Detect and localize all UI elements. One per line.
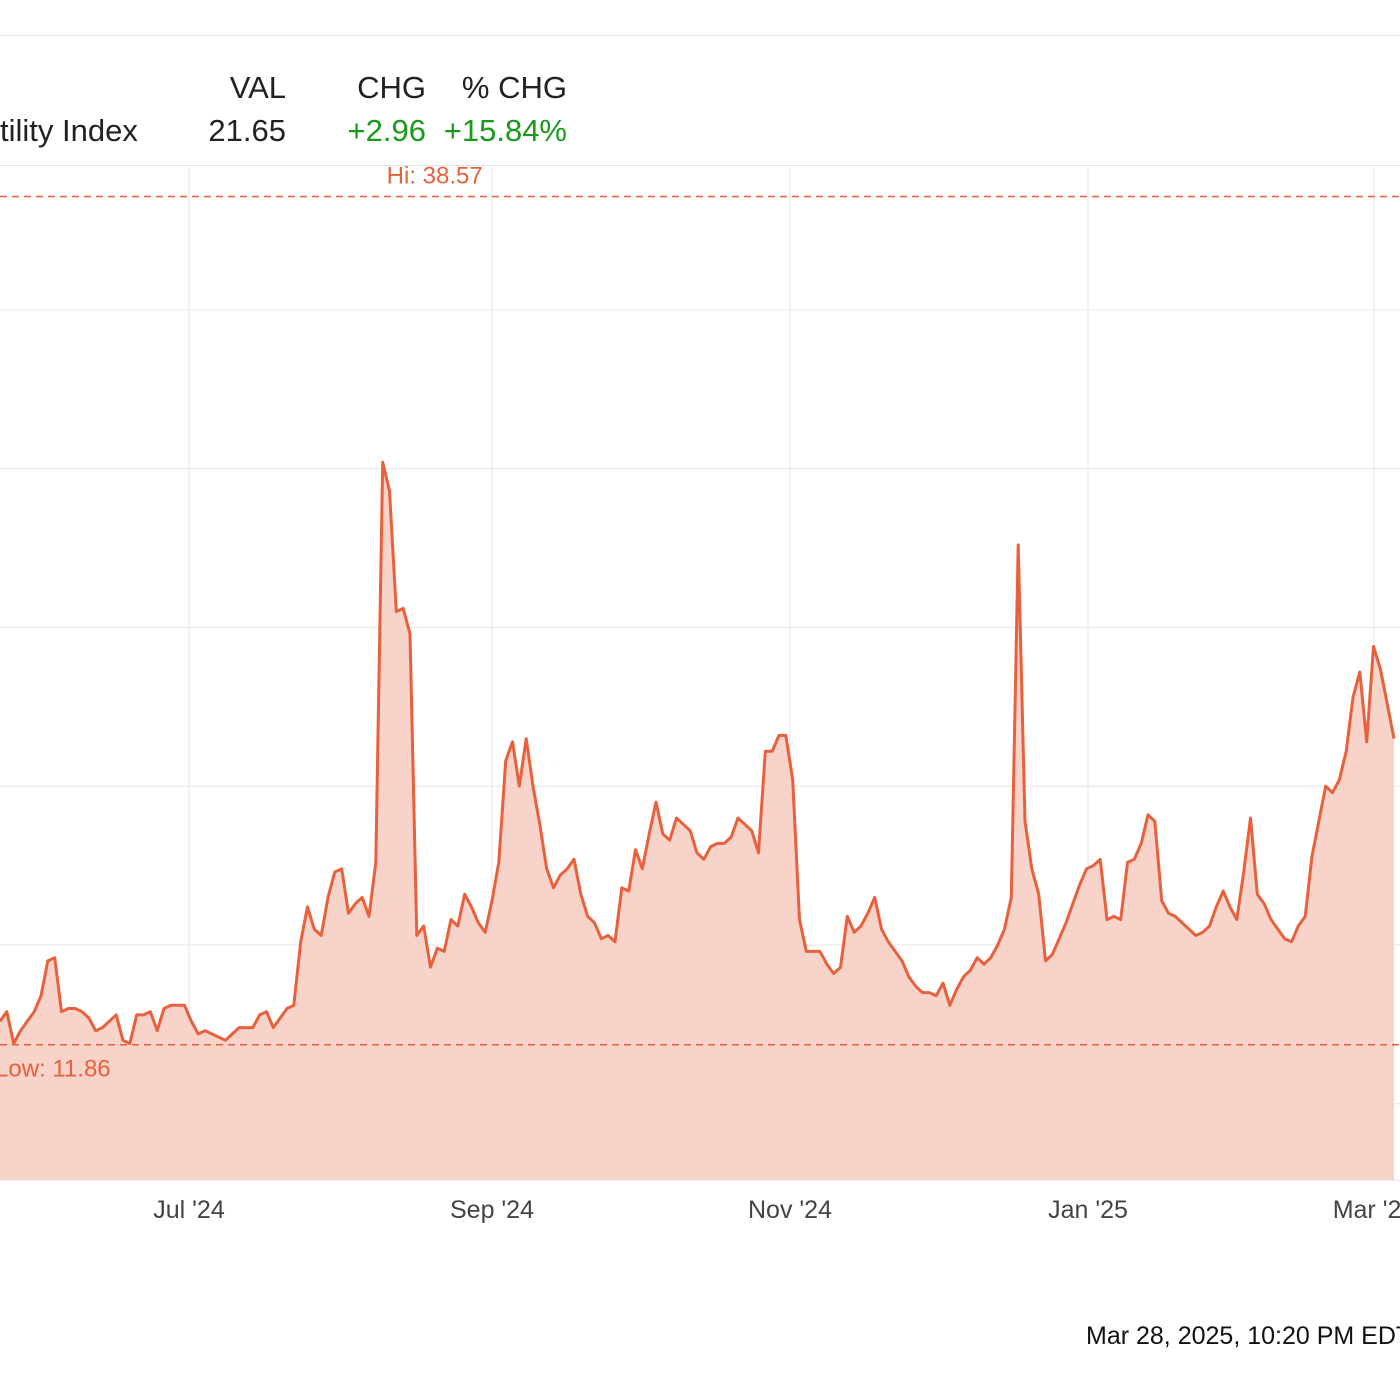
x-tick-label: Jul '24 — [153, 1196, 225, 1224]
value-text: 21.65 — [208, 113, 286, 148]
change-text: +2.96 — [347, 113, 426, 148]
x-tick-label: Sep '24 — [450, 1196, 534, 1224]
header-top-border — [0, 35, 1400, 36]
hi-label: Hi: 38.57 — [387, 163, 483, 190]
x-tick-label: Jan '25 — [1048, 1196, 1128, 1224]
symbol-name[interactable]: tility Index — [0, 113, 138, 148]
chg-column-header: CHG — [357, 70, 426, 105]
x-tick-label: Mar '25 — [1333, 1196, 1400, 1224]
percent-change-text: +15.84% — [443, 113, 567, 148]
price-area-fill — [0, 462, 1394, 1180]
x-axis-ticks: Jul '24 Sep '24 Nov '24 Jan '25 Mar '25 — [153, 1196, 1400, 1224]
low-label: Low: 11.86 — [0, 1056, 111, 1083]
header-bottom-border — [0, 165, 1400, 166]
price-line[interactable] — [0, 460, 1396, 1045]
pct-chg-column-header: % CHG — [461, 70, 567, 105]
x-tick-label: Nov '24 — [748, 1196, 832, 1224]
val-column-header: VAL — [229, 70, 286, 105]
timestamp: Mar 28, 2025, 10:20 PM EDT Po — [1086, 1322, 1400, 1350]
